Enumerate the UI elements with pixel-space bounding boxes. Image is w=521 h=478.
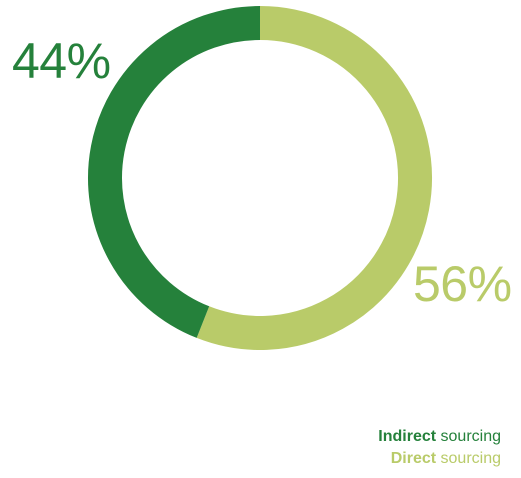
legend: Indirect sourcing Direct sourcing xyxy=(378,426,501,470)
legend-indirect-rest: sourcing xyxy=(436,428,501,445)
donut-slice-direct xyxy=(196,6,432,350)
legend-item-direct: Direct sourcing xyxy=(378,448,501,470)
donut-slice-indirect xyxy=(88,6,261,338)
legend-direct-rest: sourcing xyxy=(436,450,501,467)
legend-indirect-bold: Indirect xyxy=(378,428,437,445)
legend-direct-bold: Direct xyxy=(390,450,437,467)
indirect-percent-label: 44% xyxy=(12,33,111,89)
legend-item-indirect: Indirect sourcing xyxy=(378,426,501,448)
direct-percent-label: 56% xyxy=(413,256,512,312)
